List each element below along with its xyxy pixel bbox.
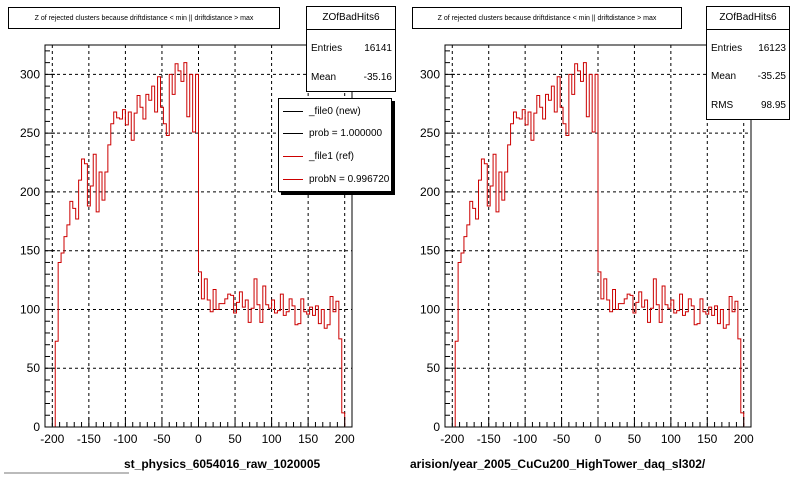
right-stats-box: ZOfBadHits6 Entries 16123 Mean -35.25 RM… xyxy=(706,6,790,120)
right-stats-name: ZOfBadHits6 xyxy=(707,7,789,30)
left-histogram-title: Z of rejected clusters because driftdist… xyxy=(34,14,254,22)
left-x-tick-label: -50 xyxy=(153,432,171,446)
left-stats-mean-label: Mean xyxy=(311,72,337,83)
comparison-legend: _file0 (new) prob = 1.000000 _file1 (ref… xyxy=(278,98,392,192)
left-x-tick-label: 0 xyxy=(195,432,202,446)
right-y-tick-label: 200 xyxy=(420,185,440,199)
right-y-tick-label: 100 xyxy=(420,302,440,316)
left-histogram-title-box: Z of rejected clusters because driftdist… xyxy=(8,7,280,29)
right-stats-mean-row: Mean -35.25 xyxy=(711,71,786,82)
left-x-tick-label: 100 xyxy=(262,432,282,446)
right-y-tick-label: 300 xyxy=(420,67,440,81)
left-stats-mean-row: Mean -35.16 xyxy=(311,72,392,83)
footnote-strip xyxy=(4,470,134,478)
right-stats-mean-value: -35.25 xyxy=(757,71,786,82)
right-y-tick-label: 150 xyxy=(420,244,440,258)
right-stats-rms-row: RMS 98.95 xyxy=(711,100,786,111)
right-x-tick-label: 50 xyxy=(628,432,642,446)
right-stats-entries-label: Entries xyxy=(711,43,743,54)
left-stats-box: ZOfBadHits6 Entries 16141 Mean -35.16 xyxy=(306,6,396,92)
right-x-tick-label: 200 xyxy=(734,432,754,446)
left-stats-entries-label: Entries xyxy=(311,43,343,54)
left-x-tick-label: -100 xyxy=(113,432,137,446)
right-y-tick-label: 0 xyxy=(433,420,440,434)
left-stats-mean-value: -35.16 xyxy=(363,72,392,83)
right-stats-mean-label: Mean xyxy=(711,71,737,82)
right-histogram-series xyxy=(452,62,747,428)
legend-line-prob xyxy=(283,132,303,134)
left-y-tick-label: 0 xyxy=(33,420,40,434)
legend-entry-file1: _file1 (ref) xyxy=(283,146,391,166)
left-x-tick-label: -150 xyxy=(77,432,101,446)
legend-line-probn xyxy=(283,178,303,180)
legend-line-file0 xyxy=(283,110,303,112)
legend-line-file1 xyxy=(283,155,303,157)
right-x-tick-label: 100 xyxy=(661,432,681,446)
left-x-tick-label: 150 xyxy=(298,432,318,446)
left-x-tick-label: 200 xyxy=(335,432,355,446)
left-y-tick-label: 100 xyxy=(20,302,40,316)
left-stats-name: ZOfBadHits6 xyxy=(307,7,395,30)
legend-entry-probn: probN = 0.996720 xyxy=(283,169,391,189)
right-histogram-title-box: Z of rejected clusters because driftdist… xyxy=(412,7,682,29)
legend-entry-file0: _file0 (new) xyxy=(283,101,391,121)
right-x-tick-label: -200 xyxy=(440,432,464,446)
right-stats-rms-value: 98.95 xyxy=(760,100,786,111)
right-y-tick-label: 250 xyxy=(420,126,440,140)
left-stats-entries-row: Entries 16141 xyxy=(311,43,392,54)
left-stats-entries-value: 16141 xyxy=(364,43,392,54)
left-y-tick-label: 150 xyxy=(20,244,40,258)
right-x-axis-title: arision/year_2005_CuCu200_HighTower_daq_… xyxy=(410,457,706,471)
legend-label-prob: prob = 1.000000 xyxy=(309,127,383,139)
left-x-tick-label: -200 xyxy=(40,432,64,446)
right-x-tick-label: 0 xyxy=(595,432,602,446)
left-x-tick-label: 50 xyxy=(228,432,242,446)
right-x-tick-label: -100 xyxy=(513,432,537,446)
left-y-tick-label: 250 xyxy=(20,126,40,140)
left-y-tick-label: 50 xyxy=(27,361,41,375)
left-x-axis-title: st_physics_6054016_raw_1020005 xyxy=(124,457,321,471)
left-y-tick-label: 200 xyxy=(20,185,40,199)
left-histogram-series xyxy=(52,62,348,428)
right-stats-entries-value: 16123 xyxy=(758,43,786,54)
right-histogram-title: Z of rejected clusters because driftdist… xyxy=(437,14,657,22)
right-stats-entries-row: Entries 16123 xyxy=(711,43,786,54)
legend-label-file0: _file0 (new) xyxy=(309,105,361,117)
right-y-tick-label: 50 xyxy=(427,361,441,375)
right-x-tick-label: -150 xyxy=(477,432,501,446)
legend-label-probn: probN = 0.996720 xyxy=(309,173,390,185)
legend-entry-prob: prob = 1.000000 xyxy=(283,123,391,143)
right-stats-rms-label: RMS xyxy=(711,100,734,111)
left-y-tick-label: 300 xyxy=(20,67,40,81)
right-x-tick-label: 150 xyxy=(697,432,717,446)
legend-label-file1: _file1 (ref) xyxy=(309,150,355,162)
footnote-mark xyxy=(4,472,129,474)
right-x-tick-label: -50 xyxy=(553,432,571,446)
